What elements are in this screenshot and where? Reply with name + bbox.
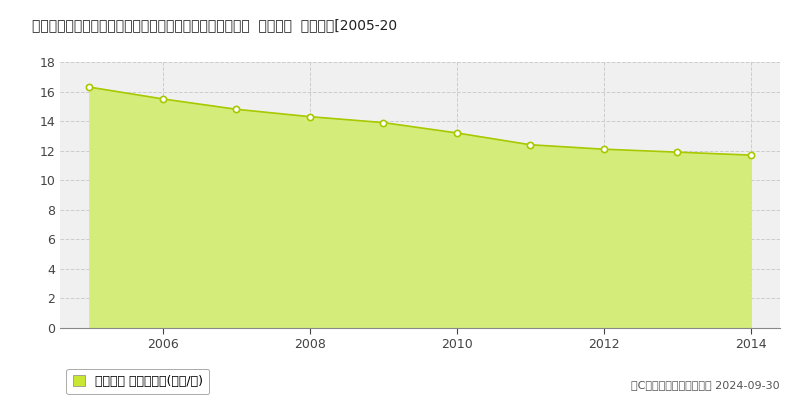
Text: （C）土地価格ドットコム 2024-09-30: （C）土地価格ドットコム 2024-09-30	[631, 380, 780, 390]
Text: 広島県広島市安佐南区沼田町大字大塚字中垂内６０２番５  基準地価  地価推移[2005-20: 広島県広島市安佐南区沼田町大字大塚字中垂内６０２番５ 基準地価 地価推移[200…	[32, 18, 397, 32]
Legend: 基準地価 平均坪単価(万円/坪): 基準地価 平均坪単価(万円/坪)	[66, 369, 210, 394]
